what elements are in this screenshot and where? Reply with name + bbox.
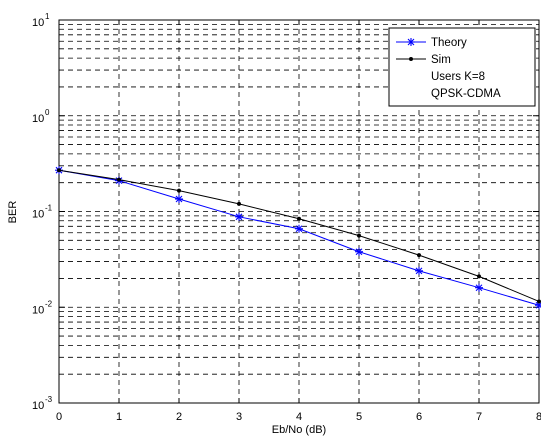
data-point-sim: [177, 188, 181, 193]
data-point-sim: [117, 177, 121, 182]
y-tick-label-exponent: -3: [45, 395, 53, 404]
y-tick-label-base: 10: [32, 400, 44, 412]
data-point-theory: [415, 266, 423, 275]
data-point-sim: [57, 168, 61, 173]
star-stroke: [355, 248, 363, 256]
data-point-sim: [237, 201, 241, 206]
legend-box: [388, 27, 536, 107]
star-stroke: [235, 213, 243, 221]
y-tick-label: 101: [32, 12, 50, 29]
x-tick-label: 7: [476, 411, 482, 423]
legend: Theory Sim Users K=8 QPSK-CDMA: [388, 27, 536, 107]
x-axis-label: Eb/No (dB): [272, 424, 326, 436]
data-point-sim: [417, 253, 421, 258]
data-point-theory: [295, 224, 303, 233]
star-stroke: [475, 284, 483, 292]
legend-users-text: Users K=8: [431, 71, 485, 83]
star-stroke: [415, 267, 423, 275]
legend-theory-star-icon: [407, 38, 415, 46]
data-point-theory: [175, 195, 183, 204]
y-axis-label: BER: [7, 201, 19, 224]
star-stroke: [407, 38, 415, 46]
y-tick-label-exponent: -1: [45, 204, 53, 213]
legend-sim-label: Sim: [431, 54, 451, 66]
y-tick-label-base: 10: [32, 113, 44, 125]
data-point-sim: [297, 216, 301, 221]
data-point-theory: [235, 212, 243, 221]
y-tick-label: 10-3: [32, 395, 53, 412]
legend-sim-dot-icon: [409, 57, 413, 61]
star-stroke: [535, 302, 541, 309]
data-series: [55, 166, 541, 310]
legend-theory-label: Theory: [431, 37, 467, 49]
x-tick-label: 5: [356, 411, 362, 423]
legend-star-glyph: [407, 38, 415, 46]
x-tick-label: 0: [56, 411, 62, 423]
legend-modulation-text: QPSK-CDMA: [431, 88, 501, 100]
star-stroke: [175, 195, 183, 203]
y-tick-label-base: 10: [32, 304, 44, 316]
x-tick-label: 6: [416, 411, 422, 423]
data-point-theory: [355, 247, 363, 256]
y-tick-label-exponent: 1: [45, 12, 50, 21]
y-tick-label-exponent: 0: [45, 108, 50, 117]
x-tick-label: 2: [176, 411, 182, 423]
y-tick-label-exponent: -2: [45, 299, 53, 308]
y-tick-label: 10-2: [32, 299, 53, 316]
data-point-sim: [477, 274, 481, 279]
x-tick-label: 4: [296, 411, 302, 423]
x-tick-label: 3: [236, 411, 242, 423]
data-point-theory: [475, 283, 483, 292]
x-tick-label: 8: [536, 411, 541, 423]
y-tick-label: 100: [32, 108, 50, 125]
y-tick-label-base: 10: [32, 209, 44, 221]
x-tick-label: 1: [116, 411, 122, 423]
grid-lines: [59, 20, 539, 403]
y-tick-label: 10-1: [32, 204, 53, 221]
data-point-sim: [537, 299, 541, 304]
data-point-sim: [357, 233, 361, 238]
y-tick-label-base: 10: [32, 17, 44, 29]
star-stroke: [295, 225, 303, 233]
